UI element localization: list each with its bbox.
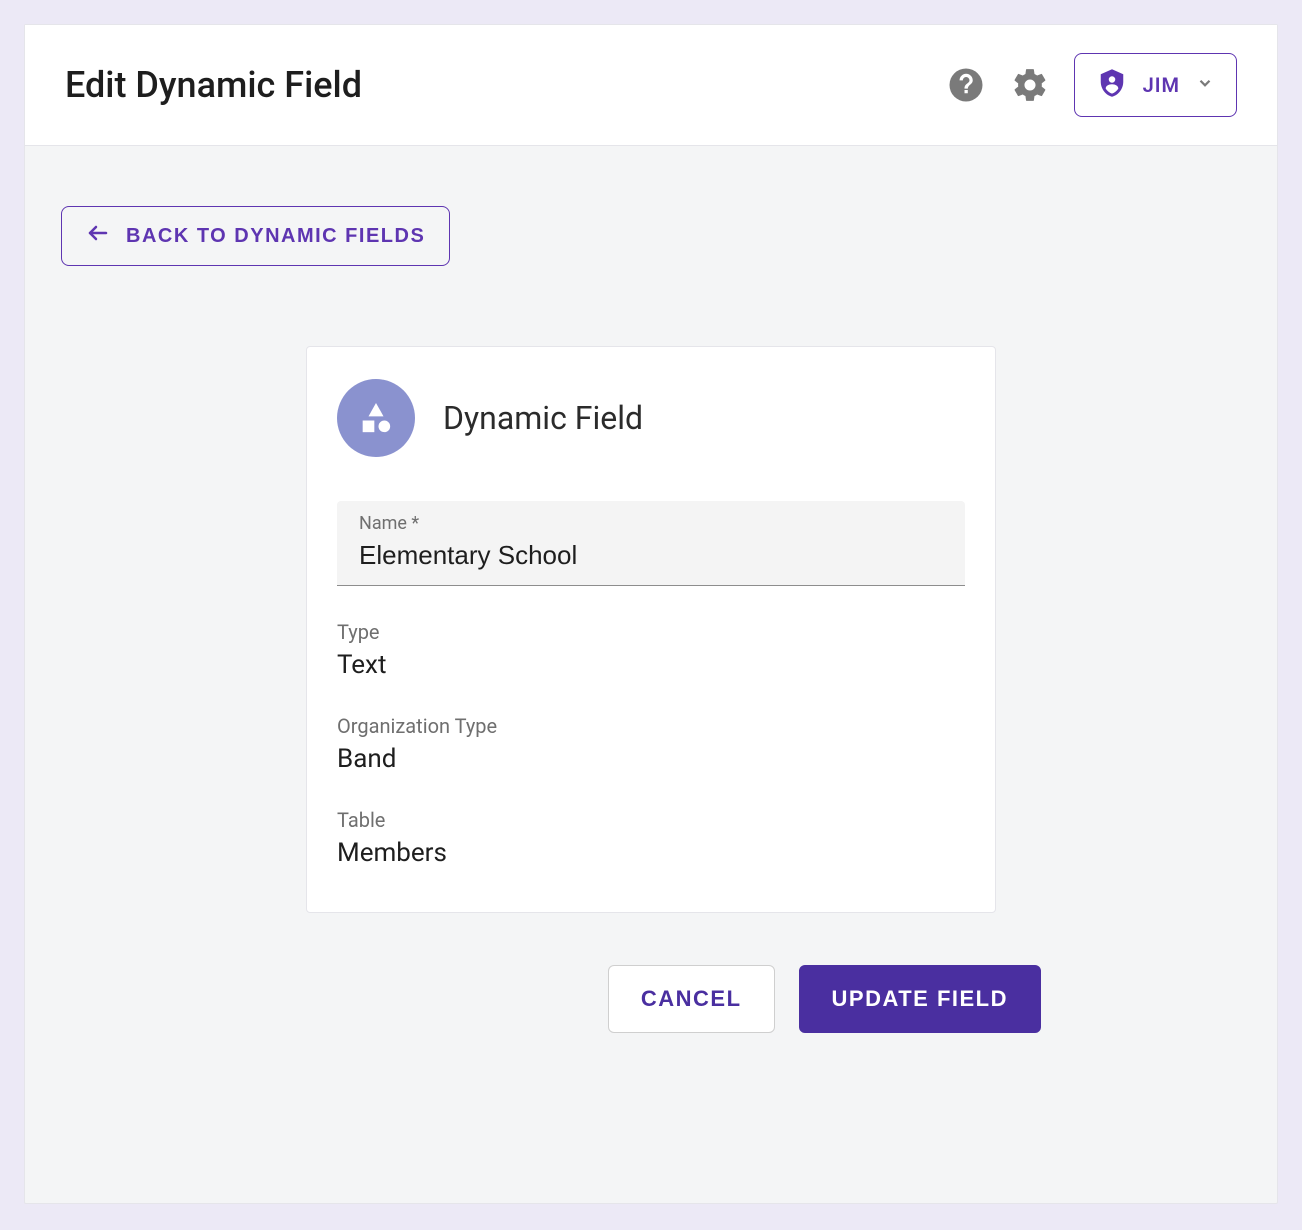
table-field: Table Members	[337, 808, 965, 868]
action-bar: CANCEL UPDATE FIELD	[61, 965, 1241, 1033]
name-input[interactable]	[359, 540, 943, 571]
table-label: Table	[337, 808, 965, 832]
gear-icon[interactable]	[1010, 65, 1050, 105]
cancel-button[interactable]: CANCEL	[608, 965, 775, 1033]
card-title: Dynamic Field	[443, 399, 643, 437]
update-field-button[interactable]: UPDATE FIELD	[799, 965, 1041, 1033]
type-label: Type	[337, 620, 965, 644]
help-icon[interactable]	[946, 65, 986, 105]
user-menu[interactable]: JIM	[1074, 53, 1237, 117]
shield-user-icon	[1097, 68, 1127, 102]
category-icon	[337, 379, 415, 457]
type-field: Type Text	[337, 620, 965, 680]
org-type-value: Band	[337, 744, 965, 774]
back-button-label: BACK TO DYNAMIC FIELDS	[126, 225, 425, 248]
chevron-down-icon	[1196, 74, 1214, 96]
dynamic-field-card: Dynamic Field Name * Type Text Organizat…	[306, 346, 996, 913]
name-label: Name *	[359, 513, 943, 534]
page-title: Edit Dynamic Field	[65, 64, 922, 106]
name-field[interactable]: Name *	[337, 501, 965, 586]
outer-container: Edit Dynamic Field	[0, 0, 1302, 1204]
type-value: Text	[337, 650, 965, 680]
org-type-field: Organization Type Band	[337, 714, 965, 774]
arrow-left-icon	[86, 221, 110, 251]
page-header: Edit Dynamic Field	[25, 25, 1277, 146]
back-button[interactable]: BACK TO DYNAMIC FIELDS	[61, 206, 450, 266]
content-area: BACK TO DYNAMIC FIELDS Dynamic Field Nam…	[25, 146, 1277, 1073]
user-name: JIM	[1143, 73, 1180, 97]
table-value: Members	[337, 838, 965, 868]
card-header: Dynamic Field	[337, 379, 965, 457]
page-container: Edit Dynamic Field	[24, 24, 1278, 1204]
org-type-label: Organization Type	[337, 714, 965, 738]
